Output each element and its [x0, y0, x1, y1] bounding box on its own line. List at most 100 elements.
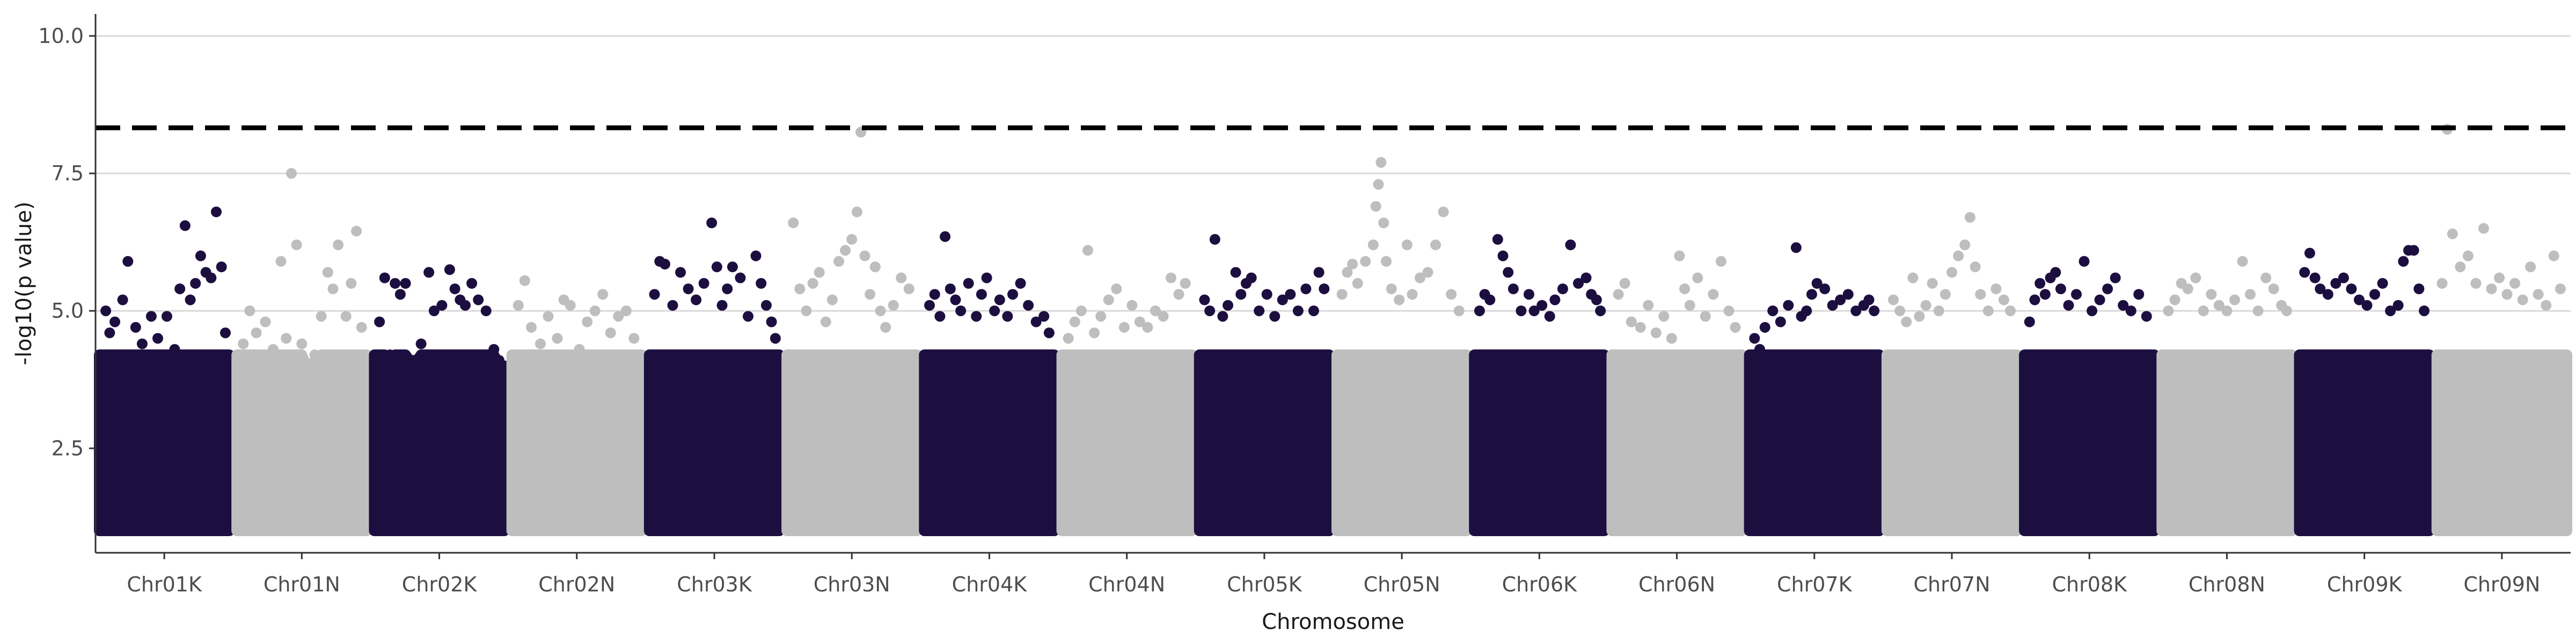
- x-tick-label: Chr08N: [2189, 573, 2265, 596]
- snp-point: [2063, 299, 2074, 311]
- cluster-Chr02N: [506, 275, 647, 537]
- snp-point: [994, 294, 1005, 305]
- snp-point: [260, 316, 271, 327]
- y-axis-title: -log10(p value): [12, 202, 36, 365]
- snp-point: [2281, 305, 2292, 317]
- snp-point: [613, 311, 624, 322]
- snp-point: [2419, 305, 2430, 317]
- x-tick-label: Chr03N: [814, 573, 890, 596]
- snp-point: [1103, 294, 1114, 305]
- snp-point: [1549, 294, 1561, 305]
- snp-point: [400, 278, 411, 289]
- snp-point: [989, 305, 1000, 317]
- x-tick-label: Chr07N: [1913, 573, 1990, 596]
- snp-point: [620, 305, 632, 317]
- snp-point: [1975, 289, 1986, 300]
- snp-point: [109, 316, 121, 327]
- snp-point: [859, 250, 870, 261]
- snp-point: [735, 272, 746, 283]
- snp-point: [896, 272, 907, 283]
- snp-point: [1749, 333, 1760, 344]
- snp-point: [2125, 305, 2136, 317]
- cluster-Chr07N: [1881, 212, 2023, 537]
- y-tick-label: 7.5: [52, 162, 84, 185]
- snp-point: [1230, 267, 1241, 278]
- cluster-Chr06K: [1469, 234, 1610, 537]
- x-tick-label: Chr06N: [1638, 573, 1715, 596]
- snp-point: [1953, 250, 1964, 261]
- snp-point: [322, 267, 333, 278]
- x-tick-label: Chr01N: [264, 573, 340, 596]
- snp-point: [519, 275, 530, 286]
- snp-point: [1591, 294, 1602, 305]
- snp-point: [2237, 256, 2248, 267]
- snp-point: [1373, 179, 1384, 190]
- snp-point: [100, 305, 112, 317]
- snp-point: [1111, 283, 1122, 295]
- snp-point: [1730, 321, 1741, 333]
- snp-point: [394, 289, 406, 300]
- snp-point: [1888, 294, 1899, 305]
- snp-point: [727, 261, 738, 273]
- snp-point: [1658, 311, 1670, 322]
- snp-point: [716, 299, 728, 311]
- snp-point: [190, 278, 201, 289]
- x-tick-label: Chr02K: [402, 573, 478, 596]
- snp-point: [473, 294, 484, 305]
- snp-point: [1246, 272, 1257, 283]
- snp-point: [2455, 261, 2466, 273]
- dense-points: [231, 349, 372, 537]
- snp-point: [1166, 272, 1177, 283]
- snp-point: [2494, 272, 2505, 283]
- dense-points: [2431, 349, 2572, 537]
- snp-point: [1352, 278, 1363, 289]
- snp-point: [1235, 289, 1247, 300]
- dense-points: [781, 349, 923, 537]
- snp-point: [565, 299, 576, 311]
- snp-point: [691, 294, 702, 305]
- snp-point: [1223, 299, 1234, 311]
- snp-point: [2541, 299, 2552, 311]
- snp-point: [356, 321, 367, 333]
- cluster-Chr09N: [2431, 124, 2572, 537]
- snp-point: [1998, 294, 2009, 305]
- snp-point: [1964, 212, 1975, 223]
- snp-point: [706, 217, 718, 229]
- snp-point: [333, 239, 344, 251]
- snp-point: [1650, 327, 1662, 339]
- snp-point: [1300, 283, 1312, 295]
- snp-point: [2377, 278, 2388, 289]
- snp-point: [1679, 283, 1690, 295]
- snp-point: [1754, 343, 1766, 355]
- x-tick-label: Chr09K: [2327, 573, 2403, 596]
- snp-point: [1959, 239, 1971, 251]
- snp-point: [820, 316, 831, 327]
- snp-point: [2346, 283, 2357, 295]
- snp-point: [1626, 316, 1637, 327]
- snp-point: [316, 311, 327, 322]
- snp-point: [2361, 299, 2373, 311]
- snp-point: [2517, 294, 2528, 305]
- snp-point: [1557, 283, 1568, 295]
- dense-points: [643, 349, 785, 537]
- dense-points: [1469, 349, 1610, 537]
- snp-point: [219, 327, 231, 339]
- snp-point: [1173, 289, 1184, 300]
- snp-point: [1933, 305, 1944, 317]
- snp-point: [136, 338, 148, 349]
- snp-point: [1869, 305, 1880, 317]
- cluster-Chr09K: [2294, 245, 2435, 537]
- x-tick-label: Chr07K: [1777, 573, 1853, 596]
- snp-point: [1030, 316, 1042, 327]
- snp-point: [971, 311, 982, 322]
- x-tick-label: Chr08K: [2052, 573, 2127, 596]
- snp-point: [2548, 250, 2559, 261]
- snp-point: [374, 316, 385, 327]
- snp-point: [1158, 311, 1169, 322]
- snp-point: [1516, 305, 1527, 317]
- snp-point: [174, 283, 186, 295]
- snp-point: [814, 267, 825, 278]
- snp-point: [408, 355, 419, 366]
- snp-point: [466, 278, 478, 289]
- snp-point: [423, 267, 435, 278]
